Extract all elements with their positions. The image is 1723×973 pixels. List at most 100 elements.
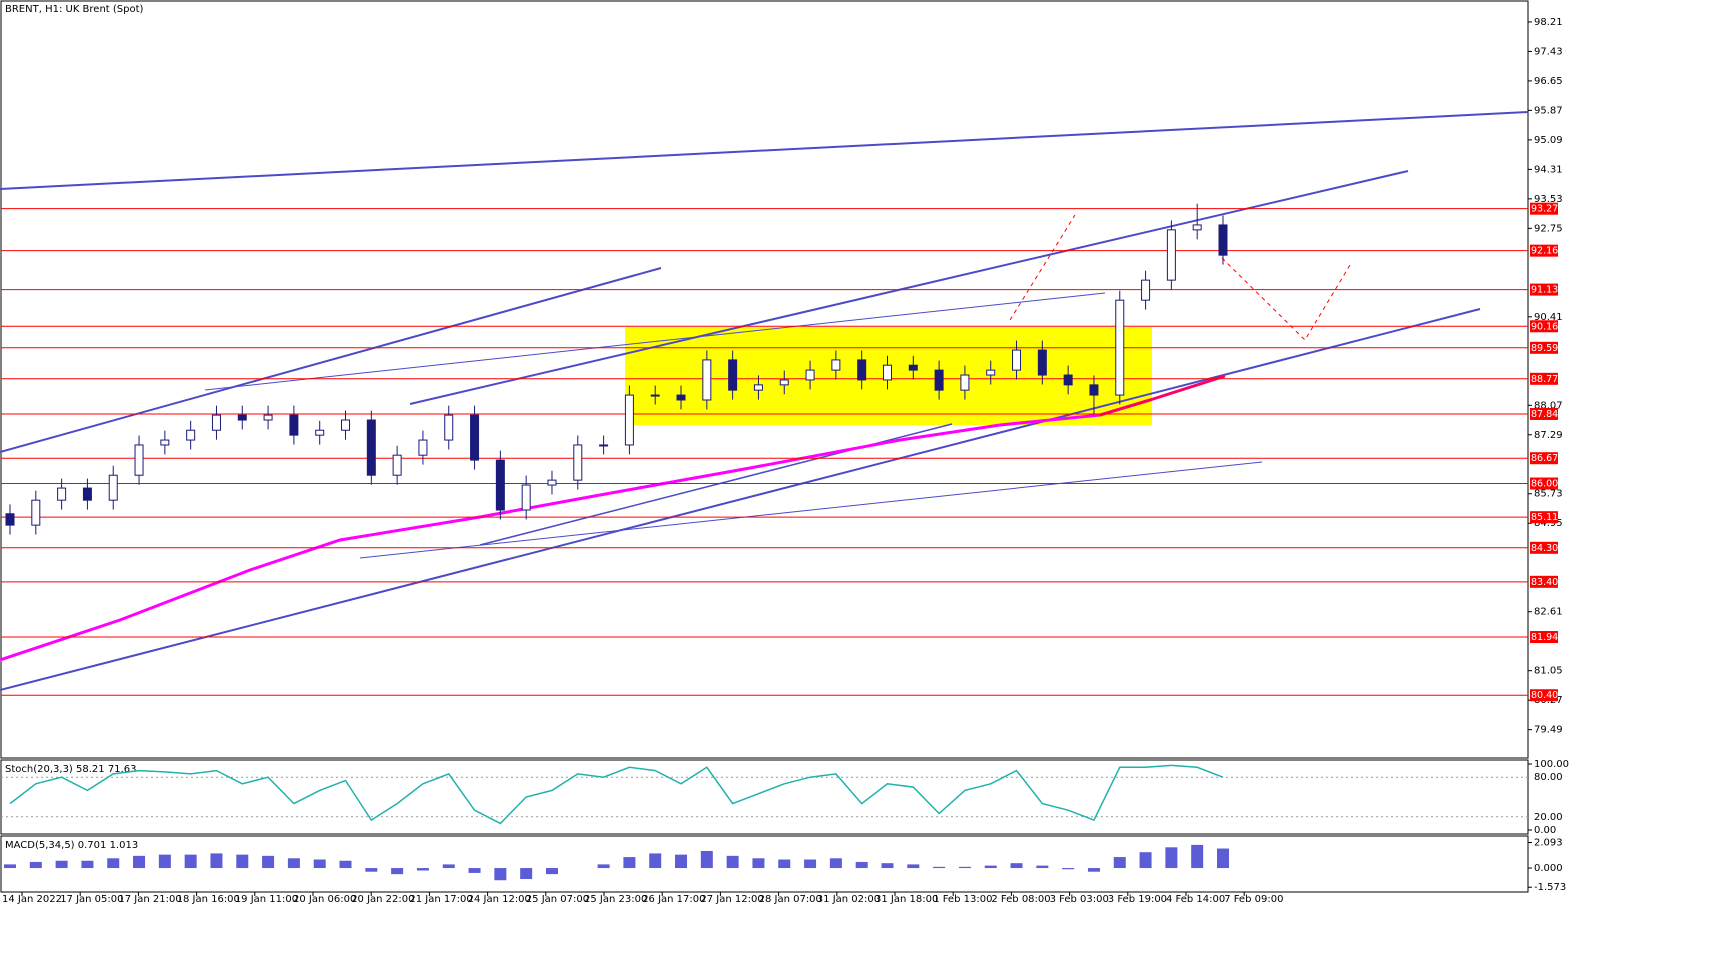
candle-body bbox=[934, 369, 944, 391]
candle-body bbox=[341, 419, 351, 431]
macd-bar bbox=[158, 854, 171, 869]
level-label: 86.00 bbox=[1531, 479, 1558, 490]
candle-body bbox=[1115, 299, 1125, 396]
macd-bar bbox=[1010, 863, 1023, 869]
candle-body bbox=[160, 439, 170, 446]
candle-body bbox=[1166, 229, 1176, 281]
x-tick-label: 4 Feb 14:00 bbox=[1166, 894, 1225, 905]
y-tick-label: 20.00 bbox=[1534, 812, 1563, 823]
candle-body bbox=[315, 429, 325, 436]
macd-frame bbox=[0, 835, 1529, 893]
macd-bar bbox=[778, 859, 791, 869]
macd-bar bbox=[416, 868, 429, 871]
macd-bar bbox=[1036, 865, 1049, 869]
macd-bar bbox=[365, 868, 378, 872]
macd-bar bbox=[881, 863, 894, 869]
candle-body bbox=[82, 487, 92, 501]
x-tick-label: 25 Jan 23:00 bbox=[584, 894, 647, 905]
candle-body bbox=[1063, 374, 1073, 386]
level-label-box bbox=[1530, 477, 1558, 490]
level-label-box bbox=[1530, 511, 1558, 524]
y-tick-label: 87.29 bbox=[1534, 430, 1563, 441]
trendline bbox=[359, 461, 1263, 559]
candle-body bbox=[521, 484, 531, 511]
y-tick-label: 94.31 bbox=[1534, 164, 1563, 175]
level-label-box bbox=[1530, 407, 1558, 420]
trendline bbox=[0, 111, 1529, 190]
macd-bar bbox=[700, 850, 713, 869]
candle-body bbox=[211, 414, 221, 431]
level-label: 90.16 bbox=[1531, 321, 1558, 332]
macd-bar bbox=[726, 855, 739, 869]
macd-bar bbox=[597, 864, 610, 869]
moving-average bbox=[1099, 374, 1226, 417]
x-tick-label: 3 Feb 03:00 bbox=[1050, 894, 1109, 905]
macd-bar bbox=[287, 858, 300, 869]
candle-body bbox=[805, 369, 815, 381]
candle-body bbox=[366, 419, 376, 476]
candle-body bbox=[289, 414, 299, 436]
level-label: 92.16 bbox=[1531, 246, 1558, 257]
y-tick-label: -1.573 bbox=[1534, 882, 1566, 893]
trendline bbox=[0, 267, 662, 453]
x-tick-label: 20 Jan 22:00 bbox=[351, 894, 414, 905]
macd-bar bbox=[133, 855, 146, 869]
y-tick-label: 95.87 bbox=[1534, 105, 1563, 116]
macd-bar bbox=[1087, 868, 1100, 872]
macd-bar bbox=[1217, 848, 1229, 869]
macd-bar bbox=[1139, 852, 1152, 869]
macd-bar bbox=[907, 864, 920, 869]
candle-body bbox=[237, 414, 247, 421]
macd-bar bbox=[855, 861, 868, 869]
macd-bar bbox=[442, 864, 455, 869]
macd-bar bbox=[107, 858, 120, 869]
candle-body bbox=[702, 359, 712, 401]
y-tick-label: 96.65 bbox=[1534, 76, 1563, 87]
candle-body bbox=[1218, 224, 1228, 256]
candle-body bbox=[1012, 349, 1022, 371]
x-tick-label: 25 Jan 07:00 bbox=[526, 894, 589, 905]
level-label: 83.40 bbox=[1531, 577, 1558, 588]
level-label: 93.27 bbox=[1531, 204, 1558, 215]
stoch-frame bbox=[0, 759, 1529, 835]
candle-body bbox=[986, 369, 996, 376]
y-tick-label: 100.00 bbox=[1534, 759, 1569, 770]
candle-body bbox=[263, 414, 273, 421]
macd-bar bbox=[1062, 868, 1075, 870]
y-tick-label: 93.53 bbox=[1534, 194, 1563, 205]
level-label: 80.40 bbox=[1531, 690, 1558, 701]
level-label: 81.94 bbox=[1531, 632, 1558, 643]
y-tick-label: 98.21 bbox=[1534, 17, 1563, 28]
stoch-label: Stoch(20,3,3) 58.21 71.63 bbox=[5, 764, 136, 775]
candle-body bbox=[753, 384, 763, 391]
candle-body bbox=[186, 429, 196, 441]
candle-body bbox=[1192, 224, 1202, 231]
x-tick-label: 18 Jan 16:00 bbox=[177, 894, 240, 905]
macd-label: MACD(5,34,5) 0.701 1.013 bbox=[5, 840, 138, 851]
candle-body bbox=[57, 487, 67, 501]
x-tick-label: 24 Jan 12:00 bbox=[468, 894, 531, 905]
level-label: 89.59 bbox=[1531, 343, 1558, 354]
macd-bar bbox=[649, 853, 662, 869]
macd-bar bbox=[262, 855, 275, 869]
candle-body bbox=[1141, 279, 1151, 301]
macd-bar bbox=[391, 868, 404, 875]
stoch-line bbox=[9, 764, 1224, 825]
macd-bar bbox=[55, 860, 68, 869]
candle-body bbox=[444, 414, 454, 441]
candle-body bbox=[779, 379, 789, 386]
x-tick-label: 17 Jan 05:00 bbox=[60, 894, 123, 905]
candle-body bbox=[418, 439, 428, 456]
candle-body bbox=[470, 414, 480, 461]
x-tick-label: 20 Jan 06:00 bbox=[293, 894, 356, 905]
candle-body bbox=[624, 394, 634, 446]
macd-bar bbox=[545, 868, 558, 875]
level-label-box bbox=[1530, 541, 1558, 554]
x-tick-label: 1 Feb 13:00 bbox=[933, 894, 992, 905]
candle-body bbox=[495, 459, 505, 511]
candle-body bbox=[392, 454, 402, 476]
level-label-box bbox=[1530, 372, 1558, 385]
